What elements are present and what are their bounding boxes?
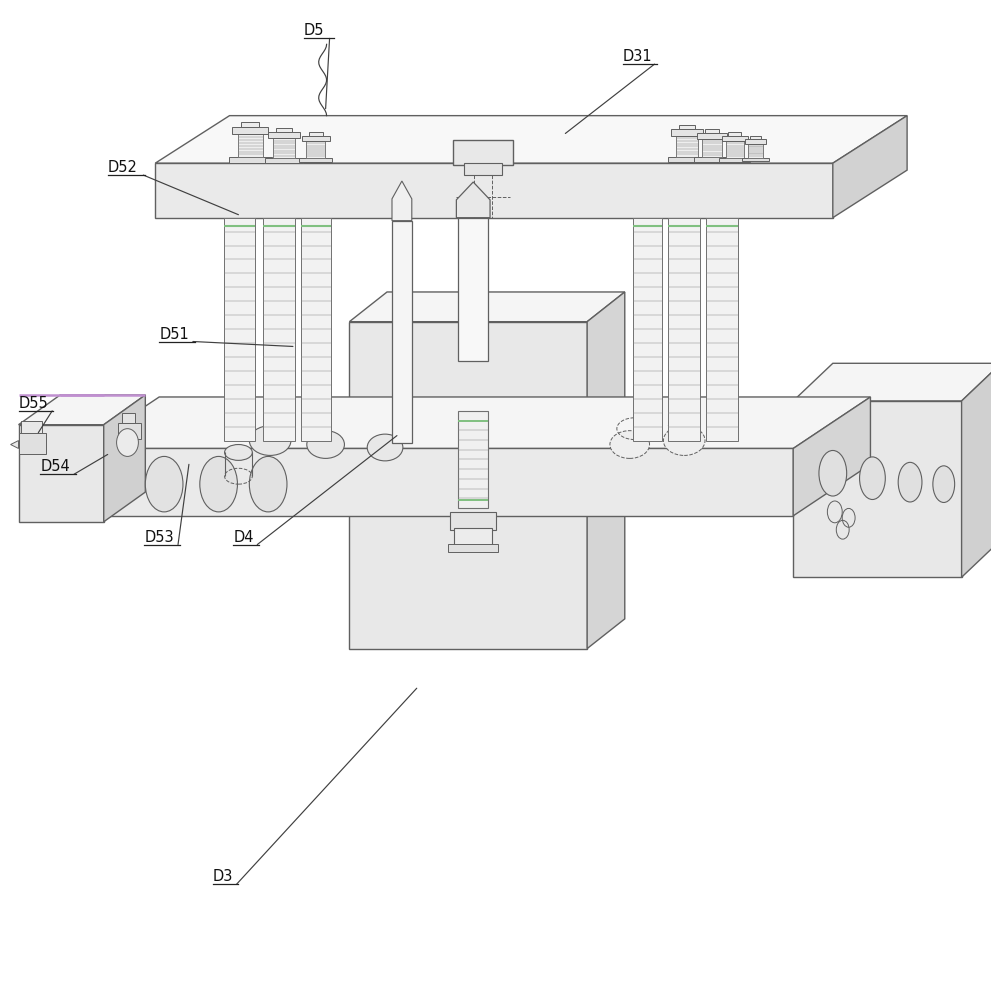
Polygon shape [11,441,19,448]
Bar [454,528,492,546]
Bar [299,158,332,162]
Text: D3: D3 [212,869,233,884]
Bar [122,413,136,423]
Bar [306,141,325,158]
Text: D5: D5 [304,23,324,38]
Ellipse shape [367,434,403,461]
Bar [229,157,272,163]
Ellipse shape [664,426,705,455]
Polygon shape [794,363,992,401]
Bar [680,125,695,129]
Bar [268,132,300,138]
Text: D55: D55 [19,396,49,411]
Bar [118,423,142,439]
Bar [742,158,769,161]
Text: D53: D53 [144,530,174,545]
Bar [726,141,744,158]
Ellipse shape [307,431,344,458]
Bar [748,144,763,158]
Text: D4: D4 [233,530,254,545]
Bar [464,163,502,175]
Bar [669,218,700,441]
Polygon shape [961,363,992,577]
Polygon shape [587,292,625,649]
Bar [392,221,412,443]
Bar [302,136,329,141]
Bar [265,158,303,163]
Bar [448,544,498,552]
Bar [704,129,719,133]
Bar [745,139,767,144]
Ellipse shape [249,456,287,512]
Ellipse shape [249,426,291,455]
Text: D31: D31 [623,49,653,64]
Bar [706,218,738,441]
Ellipse shape [932,466,954,502]
Ellipse shape [610,431,650,458]
Ellipse shape [819,450,847,496]
Bar [263,218,295,441]
Polygon shape [349,292,625,322]
Bar [241,122,259,127]
Polygon shape [155,116,907,163]
Polygon shape [19,425,104,522]
Bar [669,157,706,162]
Polygon shape [794,401,961,577]
Bar [697,133,727,139]
Bar [672,129,703,136]
Bar [719,158,750,162]
Bar [450,512,496,530]
Bar [309,132,322,136]
Ellipse shape [898,462,922,502]
Bar [458,218,488,361]
Bar [633,218,663,441]
Bar [273,138,295,158]
Bar [728,132,741,136]
Bar [276,128,292,132]
Text: D51: D51 [159,327,188,342]
Text: D52: D52 [108,160,138,175]
Bar [238,134,263,157]
Bar [694,157,730,162]
Polygon shape [82,448,794,516]
Bar [701,139,722,157]
Ellipse shape [859,457,885,500]
Ellipse shape [224,445,252,460]
Bar [458,411,488,508]
Polygon shape [349,322,587,649]
Bar [19,433,47,454]
Bar [301,218,330,441]
Bar [223,218,255,441]
Polygon shape [794,397,870,516]
Polygon shape [19,395,145,425]
Bar [453,140,513,165]
Polygon shape [456,182,490,218]
Ellipse shape [117,429,139,456]
Bar [750,136,761,139]
Polygon shape [833,116,907,218]
Bar [21,421,43,433]
Bar [677,136,698,157]
Bar [232,127,268,134]
Polygon shape [392,181,412,221]
Ellipse shape [145,456,183,512]
Bar [722,136,748,141]
Polygon shape [82,397,870,448]
Ellipse shape [199,456,237,512]
Polygon shape [155,163,833,218]
Polygon shape [104,395,145,522]
Text: D54: D54 [41,459,70,474]
